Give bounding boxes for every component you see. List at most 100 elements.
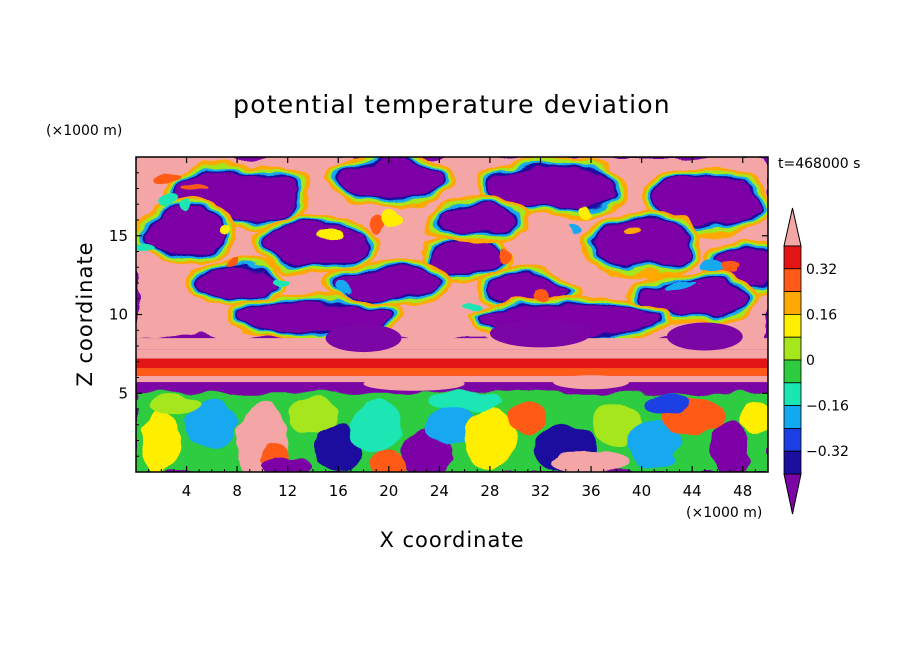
colorbar-segment bbox=[783, 336, 802, 361]
y-tick-label: 10 bbox=[109, 306, 128, 324]
turbulent-eddy bbox=[426, 404, 478, 446]
small-anomaly bbox=[136, 242, 158, 255]
turbulent-eddy bbox=[142, 409, 181, 472]
y-axis: 5 10 15 bbox=[109, 172, 768, 457]
turbulent-eddy bbox=[262, 457, 313, 472]
cold-anomaly-cell bbox=[427, 194, 528, 246]
small-anomaly bbox=[378, 210, 405, 229]
small-anomaly bbox=[183, 186, 211, 193]
small-anomaly bbox=[158, 191, 179, 209]
colorbar-segment bbox=[783, 313, 802, 338]
y-tick-label: 15 bbox=[109, 227, 128, 245]
turbulent-eddy bbox=[426, 393, 503, 409]
turbulent-eddy bbox=[464, 405, 516, 469]
layer-band bbox=[136, 368, 768, 376]
colorbar-segment bbox=[783, 268, 802, 292]
turbulent-eddy bbox=[315, 424, 361, 472]
colorbar-segment bbox=[783, 382, 802, 406]
x-tick-label: 12 bbox=[278, 482, 297, 500]
x-tick-label: 28 bbox=[480, 482, 499, 500]
cold-anomaly-cell bbox=[187, 258, 288, 308]
small-anomaly bbox=[367, 217, 383, 233]
turbulent-eddy bbox=[628, 420, 680, 468]
layer-band bbox=[136, 375, 768, 383]
colorbar-tick-label: 0.32 bbox=[806, 262, 837, 278]
colorbar: 0.32 0.16 0 −0.16 −0.32 bbox=[783, 207, 849, 515]
turbulent-eddy bbox=[369, 454, 408, 472]
turbulent-eddy bbox=[148, 394, 200, 414]
warm-anomaly-cell bbox=[553, 375, 629, 390]
small-anomaly bbox=[339, 277, 354, 294]
small-anomaly bbox=[462, 301, 482, 311]
small-anomaly bbox=[225, 259, 235, 269]
cold-anomaly-cell bbox=[629, 269, 755, 328]
x-unit-label: (×1000 m) bbox=[686, 505, 762, 521]
x-tick-label: 16 bbox=[329, 482, 348, 500]
x-tick-label: 32 bbox=[531, 482, 550, 500]
small-anomaly bbox=[533, 286, 551, 302]
colorbar-segment bbox=[783, 450, 802, 475]
x-tick-label: 20 bbox=[379, 482, 398, 500]
y-axis-label: Z coordinate bbox=[73, 241, 97, 386]
turbulent-eddy bbox=[186, 401, 238, 449]
x-tick-label: 36 bbox=[581, 482, 600, 500]
warm-anomaly-cell bbox=[363, 376, 465, 391]
y-tick-label: 5 bbox=[118, 384, 128, 402]
colorbar-tick-label: −0.16 bbox=[806, 399, 849, 415]
small-anomaly bbox=[697, 255, 726, 274]
y-unit-label: (×1000 m) bbox=[46, 123, 122, 139]
time-label: t=468000 s bbox=[778, 156, 860, 172]
small-anomaly bbox=[319, 228, 342, 242]
cold-anomaly-cell bbox=[465, 296, 667, 345]
x-axis: 4 8 12 16 20 24 28 32 36 40 44 48 bbox=[148, 157, 756, 500]
turbulent-eddy bbox=[508, 401, 547, 433]
small-anomaly bbox=[498, 246, 512, 264]
colorbar-tick-label: 0.16 bbox=[806, 307, 837, 323]
colorbar-segment bbox=[783, 405, 802, 429]
cold-anomaly-cell bbox=[326, 157, 452, 208]
cold-anomaly-cell bbox=[666, 322, 743, 351]
colorbar-extend-max bbox=[783, 207, 802, 247]
colorbar-segment bbox=[783, 291, 802, 315]
x-tick-label: 48 bbox=[733, 482, 752, 500]
x-tick-label: 44 bbox=[683, 482, 702, 500]
cold-anomaly-cell bbox=[414, 233, 515, 286]
contour-plot-area bbox=[136, 157, 768, 472]
turbulent-eddy bbox=[350, 399, 402, 457]
cold-anomaly-cell bbox=[489, 319, 592, 348]
small-anomaly bbox=[580, 206, 594, 216]
cold-anomaly-cell bbox=[136, 200, 237, 265]
colorbar-tick-label: −0.32 bbox=[806, 444, 849, 460]
small-anomaly bbox=[568, 223, 582, 232]
small-anomaly bbox=[271, 275, 291, 283]
small-anomaly bbox=[181, 202, 191, 218]
layer-band bbox=[136, 338, 768, 350]
chart-title: potential temperature deviation bbox=[233, 90, 671, 119]
colorbar-segment bbox=[783, 245, 802, 270]
x-axis-label: X coordinate bbox=[379, 528, 524, 552]
turbulent-eddy bbox=[641, 393, 693, 413]
cold-anomaly-cell bbox=[477, 157, 629, 221]
colorbar-tick-label: 0 bbox=[806, 353, 815, 369]
x-tick-label: 24 bbox=[430, 482, 449, 500]
x-tick-label: 4 bbox=[182, 482, 192, 500]
x-tick-label: 8 bbox=[232, 482, 242, 500]
small-anomaly bbox=[721, 258, 742, 271]
small-anomaly bbox=[220, 227, 231, 236]
colorbar-segment bbox=[783, 427, 802, 452]
turbulent-eddy bbox=[591, 404, 642, 446]
cold-anomaly-cell bbox=[579, 210, 705, 278]
turbulent-eddy bbox=[711, 420, 750, 472]
cold-anomaly-cell bbox=[325, 324, 402, 353]
cold-anomaly-cell bbox=[326, 257, 452, 309]
small-anomaly bbox=[628, 228, 643, 239]
colorbar-segment bbox=[783, 359, 802, 384]
layer-band bbox=[136, 358, 768, 369]
x-tick-label: 40 bbox=[632, 482, 651, 500]
layer-band bbox=[136, 349, 768, 359]
turbulent-eddy bbox=[287, 397, 339, 436]
small-anomaly bbox=[155, 171, 182, 182]
turbulent-eddy bbox=[553, 449, 629, 472]
colorbar-extend-min bbox=[783, 473, 802, 515]
